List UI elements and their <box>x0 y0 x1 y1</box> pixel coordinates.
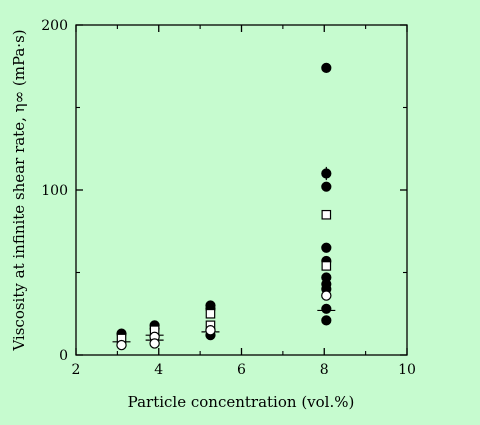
data-point-filled-circle <box>321 168 332 179</box>
plot-frame <box>75 24 408 356</box>
data-point-filled-circle <box>321 62 332 74</box>
y-axis-title: Viscosity at infinite shear rate, η∞ (mP… <box>10 29 28 351</box>
y-tick-label: 200 <box>41 18 68 34</box>
y-tick-label: 100 <box>41 183 68 199</box>
x-tick-label: 10 <box>398 362 416 378</box>
x-tick-label: 8 <box>320 362 329 378</box>
x-tick-label: 2 <box>72 362 81 378</box>
data-points <box>116 62 332 351</box>
y-tick-label: 0 <box>59 348 68 364</box>
x-axis-title: Particle concentration (vol.%) <box>128 393 355 411</box>
data-point-open-square <box>321 209 332 220</box>
x-tick-label: 6 <box>237 362 246 378</box>
x-tick-label: 4 <box>154 362 163 378</box>
data-point-filled-circle <box>321 181 332 192</box>
data-point-filled-circle <box>321 303 332 314</box>
data-point-open-circle <box>205 325 216 336</box>
data-point-open-circle <box>321 290 332 301</box>
data-point-open-circle <box>149 338 160 349</box>
data-point-filled-circle <box>321 315 332 326</box>
error-bars <box>112 166 336 343</box>
data-point-open-square <box>205 308 216 319</box>
data-point-open-circle <box>116 339 127 351</box>
data-point-filled-circle <box>321 242 332 253</box>
data-point-open-square <box>321 261 332 271</box>
